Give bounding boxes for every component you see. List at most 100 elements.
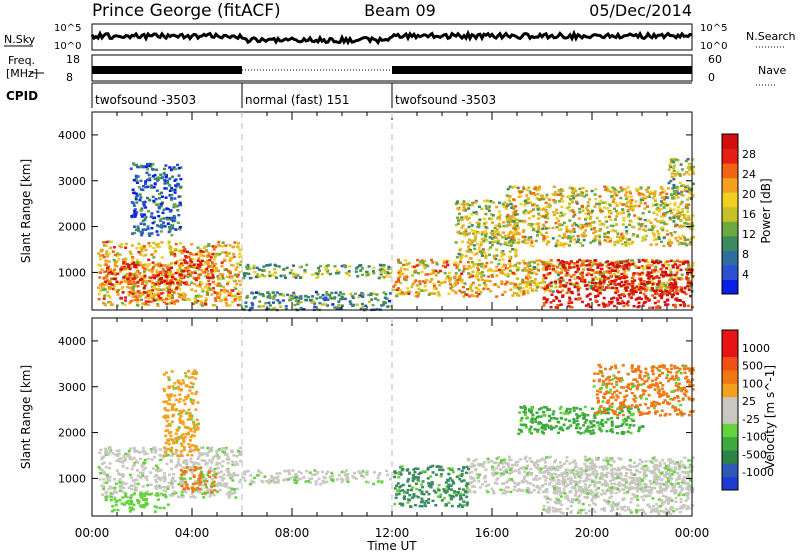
velocity-colorbar: 1000 500 100 25 -25 -100 -500 -1000 bbox=[721, 329, 774, 491]
power-region-6 bbox=[242, 290, 393, 312]
nsearch-label: N.Search bbox=[746, 30, 796, 43]
xtick-label-5: 20:00 bbox=[575, 526, 610, 540]
freq-unit-label: [MHz] bbox=[6, 67, 38, 80]
ytick-label-2: 3000 bbox=[58, 175, 86, 188]
colorbar-swatch-9 bbox=[722, 356, 738, 371]
nsky-tick-bottom: 10^0 bbox=[54, 41, 81, 52]
colorbar-swatch-4 bbox=[722, 423, 738, 438]
colorbar-swatch-2 bbox=[722, 250, 738, 266]
ytick-label-3: 4000 bbox=[58, 129, 86, 142]
colorbar-frame bbox=[721, 133, 739, 295]
nsky-tick-top: 10^5 bbox=[54, 23, 81, 34]
velocity-region-4 bbox=[242, 469, 392, 486]
xtick-label-6: 00:00 bbox=[675, 526, 710, 540]
colorbar-tick-4: -25 bbox=[742, 413, 760, 426]
xtick-label-0: 00:00 bbox=[75, 526, 110, 540]
colorbar-swatch-5 bbox=[722, 206, 738, 222]
colorbar-swatch-3 bbox=[722, 436, 738, 451]
ytick-label-0: 1000 bbox=[58, 472, 86, 485]
cpid-segment-label-1: normal (fast) 151 bbox=[245, 93, 349, 107]
power-region-4 bbox=[213, 288, 243, 302]
colorbar-tick-3: 16 bbox=[742, 208, 756, 221]
ytick-label-1: 2000 bbox=[58, 221, 86, 234]
ytick-label-3: 4000 bbox=[58, 335, 86, 348]
colorbar-tick-4: 20 bbox=[742, 188, 756, 201]
nsky-label: N.Sky bbox=[4, 33, 36, 46]
nave-tick-top: 60 bbox=[708, 53, 722, 66]
freq-band-3 bbox=[392, 66, 692, 74]
freq-band-1 bbox=[92, 66, 242, 74]
power-colorbar: 4 8 12 16 20 24 28 bbox=[721, 133, 756, 295]
colorbar-tick-1: 500 bbox=[742, 360, 763, 373]
cpid-segments: twofsound -3503 normal (fast) 151 twofsoun… bbox=[91, 83, 496, 108]
velocity-colorbar-label: Velocity [m s^-1] bbox=[763, 365, 777, 469]
nsearch-tick-top: 10^5 bbox=[700, 23, 727, 34]
date-title: 05/Dec/2014 bbox=[589, 1, 692, 20]
colorbar-swatch-0 bbox=[722, 476, 738, 491]
colorbar-swatch-1 bbox=[722, 264, 738, 280]
velocity-region-1 bbox=[179, 466, 219, 495]
colorbar-swatch-6 bbox=[722, 192, 738, 208]
velocity-region-3 bbox=[104, 492, 170, 513]
nsearch-tick-bottom: 10^0 bbox=[700, 41, 727, 52]
colorbar-swatch-10 bbox=[722, 134, 738, 150]
freq-tick-top: 18 bbox=[66, 53, 80, 66]
power-data-regions bbox=[97, 157, 695, 312]
velocity-data-regions bbox=[97, 363, 695, 516]
ytick-label-2: 3000 bbox=[58, 381, 86, 394]
velocity-region-5 bbox=[393, 464, 470, 509]
colorbar-tick-2: 12 bbox=[742, 228, 756, 241]
colorbar-tick-2: 100 bbox=[742, 377, 763, 390]
colorbar-swatch-7 bbox=[722, 177, 738, 193]
power-region-9 bbox=[454, 199, 519, 261]
freq-tick-bottom: 8 bbox=[66, 71, 73, 84]
colorbar-swatch-1 bbox=[722, 463, 738, 478]
velocity-x-axis: 00:00 04:00 08:00 12:00 16:00 20:00 00:00 bbox=[75, 526, 710, 540]
colorbar-swatch-7 bbox=[722, 383, 738, 398]
power-y-axis: 1000 2000 3000 4000 bbox=[58, 112, 693, 310]
station-title: Prince George (fitACF) bbox=[92, 1, 281, 21]
power-region-3 bbox=[179, 249, 215, 280]
freq-trace bbox=[92, 66, 692, 74]
power-region-8 bbox=[392, 258, 532, 298]
xtick-label-3: 12:00 bbox=[375, 526, 410, 540]
colorbar-tick-0: 1000 bbox=[742, 342, 770, 355]
colorbar-swatch-10 bbox=[722, 343, 738, 358]
velocity-xlabel: Time UT bbox=[366, 539, 417, 553]
power-region-1 bbox=[104, 261, 190, 286]
colorbar-swatch-3 bbox=[722, 235, 738, 251]
colorbar-swatch-5 bbox=[722, 410, 738, 424]
colorbar-tick-3: 25 bbox=[742, 395, 756, 408]
colorbar-swatch-2 bbox=[722, 450, 738, 464]
colorbar-tick-5: 24 bbox=[742, 168, 756, 181]
power-region-12 bbox=[542, 258, 695, 310]
xtick-label-2: 08:00 bbox=[275, 526, 310, 540]
nsky-trace bbox=[90, 29, 693, 46]
power-colorbar-label: Power [dB] bbox=[759, 178, 773, 243]
velocity-region-2 bbox=[162, 369, 200, 458]
cpid-segment-label-2: twofsound -3503 bbox=[395, 93, 496, 107]
colorbar-swatch-4 bbox=[722, 221, 738, 237]
power-region-2 bbox=[119, 286, 183, 304]
colorbar-swatch-0 bbox=[722, 279, 738, 295]
velocity-ylabel: Slant Range [km] bbox=[19, 365, 33, 469]
colorbar-swatch-8 bbox=[722, 163, 738, 179]
colorbar-frame bbox=[721, 329, 739, 491]
cpid-segment-label-0: twofsound -3503 bbox=[95, 93, 196, 107]
colorbar-tick-0: 4 bbox=[742, 268, 749, 281]
ytick-label-1: 2000 bbox=[58, 427, 86, 440]
ytick-label-0: 1000 bbox=[58, 266, 86, 279]
colorbar-tick-1: 8 bbox=[742, 248, 749, 261]
nave-label: Nave bbox=[758, 64, 786, 77]
power-panel: 1000 2000 3000 4000 Slant Range [km] bbox=[19, 111, 695, 312]
power-region-7 bbox=[129, 162, 183, 237]
power-region-13 bbox=[667, 157, 695, 200]
colorbar-swatch-8 bbox=[722, 370, 738, 384]
colorbar-swatch-9 bbox=[722, 148, 738, 164]
power-region-5 bbox=[242, 263, 393, 280]
beam-title: Beam 09 bbox=[364, 1, 436, 20]
xtick-label-1: 04:00 bbox=[175, 526, 210, 540]
colorbar-swatch-6 bbox=[722, 396, 738, 411]
colorbar-tick-5: -100 bbox=[742, 431, 767, 444]
